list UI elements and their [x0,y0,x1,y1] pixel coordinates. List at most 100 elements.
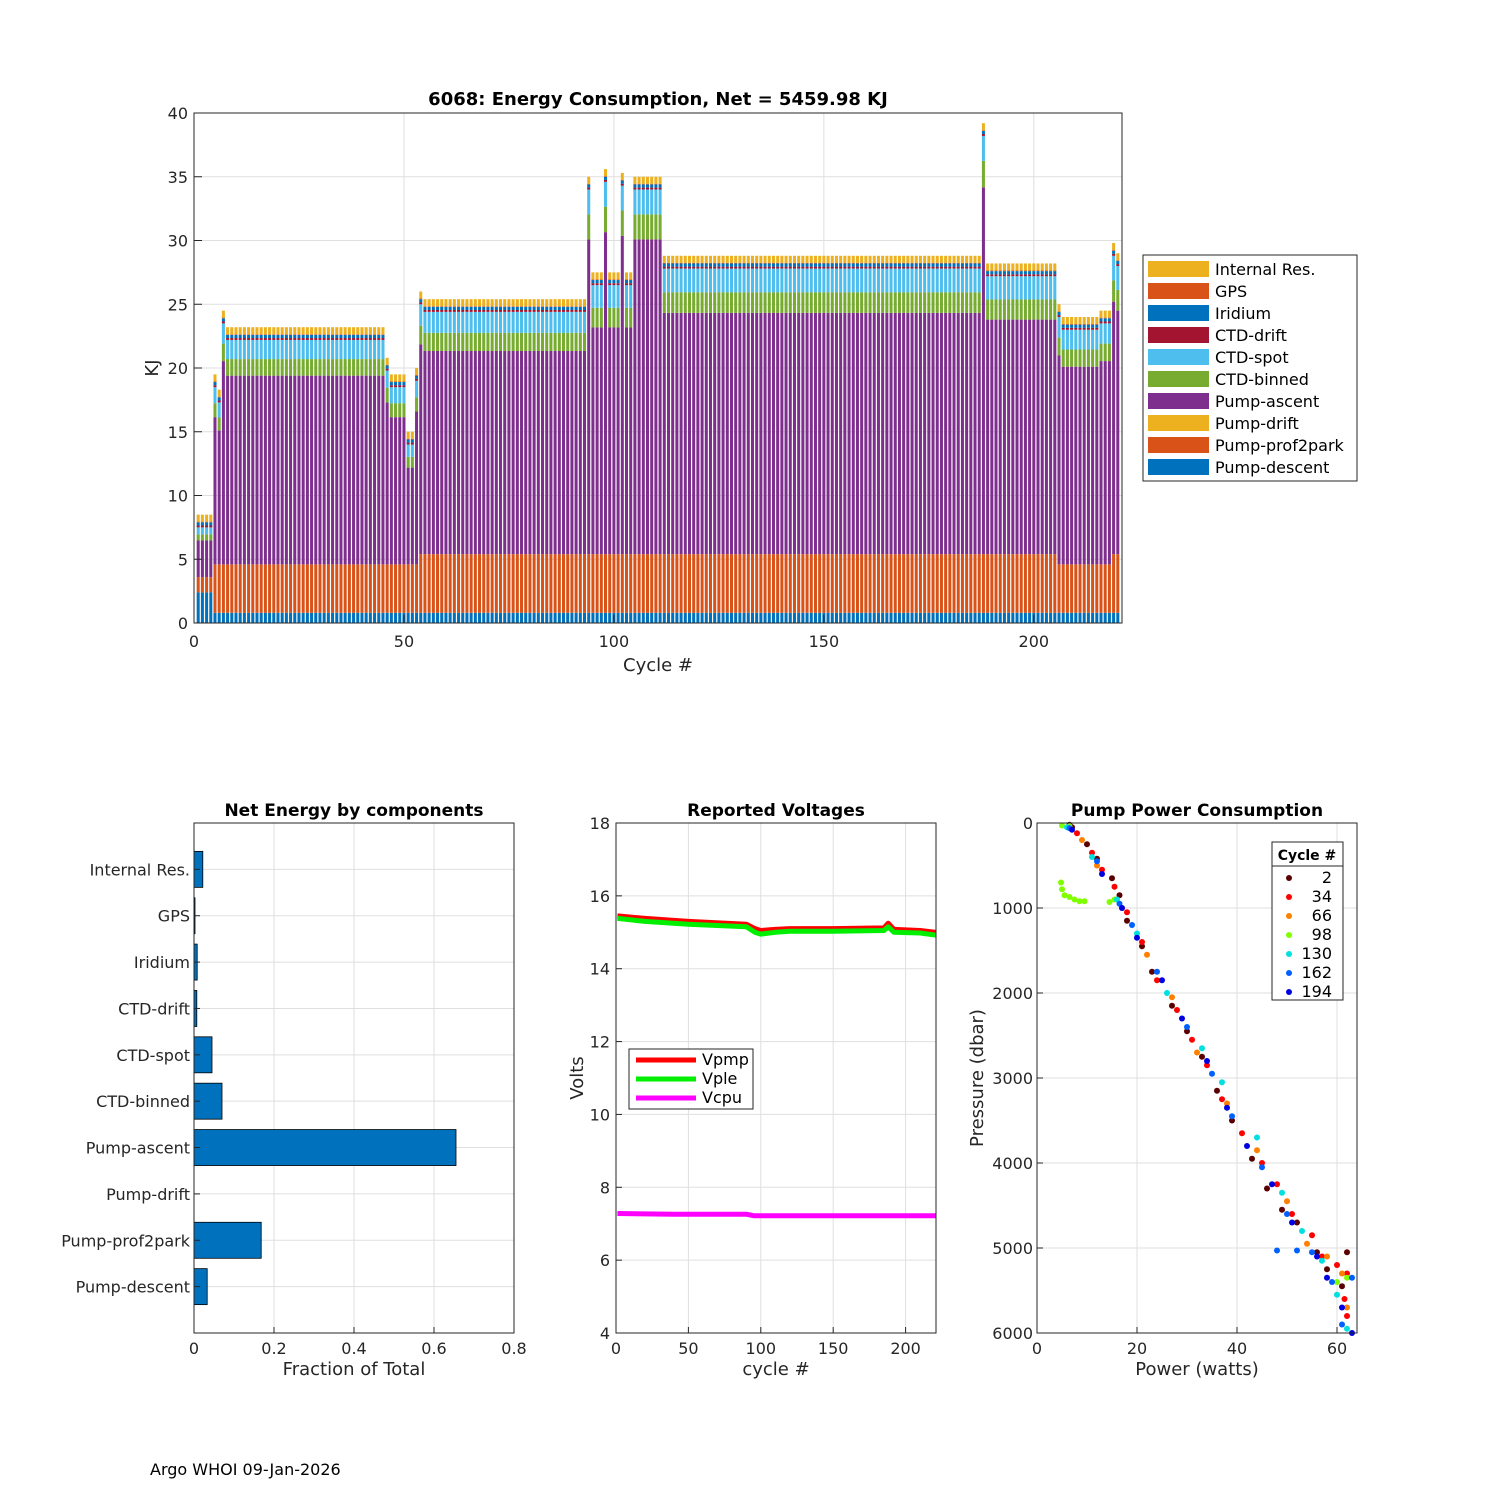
energy-bar-segment [986,270,990,272]
energy-bar-segment [511,309,515,312]
energy-bar-segment [448,332,452,351]
energy-bar-segment [771,255,775,263]
pump-power-point [1199,1053,1205,1060]
energy-bar-segment [742,263,746,267]
energy-bar-segment [939,262,943,264]
energy-bar-segment [389,417,393,565]
energy-bar-segment [465,311,469,333]
energy-bar-segment [217,396,221,398]
pump-power-point [1339,1321,1345,1328]
energy-bar-segment [813,263,817,267]
energy-bar-segment [247,339,251,360]
energy-bar-segment [385,368,389,371]
energy-bar-segment [423,309,427,312]
energy-bar-segment [872,292,876,313]
energy-bar-segment [633,189,637,215]
energy-bar-segment [881,554,885,613]
energy-bar-segment [860,262,864,264]
energy-bar-segment [457,306,461,310]
energy-bar-segment [675,255,679,263]
energy-bar-segment [725,292,729,313]
energy-bar-segment [242,339,246,360]
energy-bar-segment [461,306,465,310]
energy-bar-segment [1002,263,1006,271]
energy-bar-segment [415,368,419,376]
energy-bar-segment [1019,271,1023,275]
energy-bar-segment [620,180,624,184]
energy-bar-segment [293,612,297,623]
energy-bar-segment [515,309,519,312]
energy-bar-segment [645,183,650,185]
energy-bar-segment [205,534,209,541]
energy-bar-segment [494,306,498,307]
energy-bar-segment [931,554,935,613]
energy-bar-segment [704,312,708,555]
energy-bar-segment [876,263,880,267]
energy-bar-segment [410,439,414,443]
energy-bar-segment [897,554,901,613]
energy-bar-segment [402,374,406,382]
footer-text: Argo WHOI 09-Jan-2026 [150,1460,341,1479]
energy-bar-segment [998,274,1002,277]
energy-bar-segment [990,270,994,272]
energy-bar-segment [1099,321,1103,324]
energy-bar-segment [893,262,897,264]
energy-bar-segment [847,262,851,264]
energy-bar-segment [415,612,419,623]
components-xtick-label: 0.8 [501,1339,526,1358]
energy-bar-segment [889,292,893,313]
energy-bar-segment [910,266,914,269]
energy-bar-segment [242,564,246,613]
energy-bar-segment [1086,324,1090,325]
energy-bar-segment [939,554,943,613]
energy-bar-segment [868,312,872,555]
energy-bar-segment [624,283,629,286]
energy-bar-segment [268,375,272,565]
energy-bar-segment [658,187,662,190]
energy-bar-segment [675,292,679,313]
energy-bar-segment [293,327,297,335]
energy-bar-segment [578,309,582,312]
energy-bar-segment [595,307,599,328]
energy-bar-segment [616,283,620,286]
energy-bar-segment [1023,319,1027,555]
voltages-title: Reported Voltages [687,801,865,821]
pump-power-point [1309,1249,1315,1256]
energy-bar-segment [797,255,801,263]
energy-bar-segment [927,266,931,269]
energy-legend-swatch [1148,261,1209,277]
energy-bar-segment [708,612,713,623]
energy-bar-segment [541,332,545,351]
energy-bar-segment [713,268,717,293]
energy-bar-segment [524,306,528,310]
energy-bar-segment [314,338,318,340]
energy-bar-segment [373,339,377,360]
energy-bar-segment [406,439,410,443]
energy-bar-segment [671,262,675,264]
energy-bar-segment [952,312,956,555]
energy-bar-segment [641,184,645,188]
energy-bar-segment [305,338,309,340]
pump-power-xtick-label: 20 [1127,1339,1147,1358]
pump-power-legend-marker [1286,989,1292,995]
energy-bar-segment [948,612,952,623]
energy-bar-segment [221,323,225,344]
energy-bar-segment [620,210,624,236]
energy-bar-segment [696,255,700,263]
energy-bar-segment [293,359,297,376]
pump-power-point [1106,899,1113,905]
energy-bar-segment [1103,317,1107,319]
energy-bar-segment [629,272,633,280]
energy-bar-segment [251,327,255,335]
energy-bar-segment [998,612,1002,623]
voltages-xtick-label: 100 [746,1339,777,1358]
energy-bar-segment [545,350,549,555]
energy-bar-segment [200,522,204,526]
energy-bar-segment [234,338,238,340]
energy-bar-segment [305,359,309,376]
energy-bar-segment [1007,270,1011,272]
energy-bar-segment [717,266,721,269]
energy-bar-segment [675,266,679,269]
energy-bar-segment [834,268,838,293]
energy-bar-segment [750,268,754,293]
